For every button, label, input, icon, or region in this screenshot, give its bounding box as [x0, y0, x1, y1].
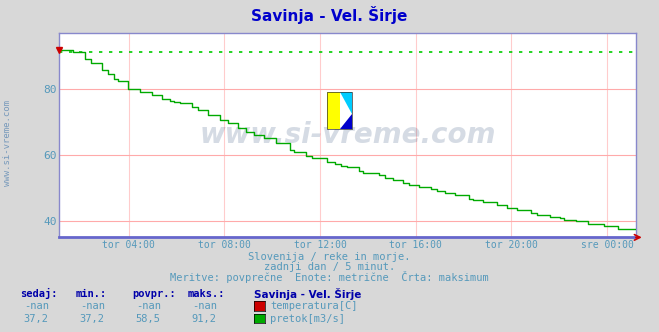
- Text: Meritve: povprečne  Enote: metrične  Črta: maksimum: Meritve: povprečne Enote: metrične Črta:…: [170, 271, 489, 283]
- Text: 37,2: 37,2: [24, 314, 49, 324]
- Text: temperatura[C]: temperatura[C]: [270, 301, 358, 311]
- Text: -nan: -nan: [24, 301, 49, 311]
- Text: pretok[m3/s]: pretok[m3/s]: [270, 314, 345, 324]
- Bar: [328, 92, 352, 129]
- Text: Slovenija / reke in morje.: Slovenija / reke in morje.: [248, 252, 411, 262]
- Text: zadnji dan / 5 minut.: zadnji dan / 5 minut.: [264, 262, 395, 272]
- Text: -nan: -nan: [192, 301, 217, 311]
- Text: Savinja - Vel. Širje: Savinja - Vel. Širje: [254, 288, 361, 300]
- Text: min.:: min.:: [76, 289, 107, 299]
- Text: www.si-vreme.com: www.si-vreme.com: [200, 121, 496, 149]
- Text: 37,2: 37,2: [80, 314, 105, 324]
- Text: -nan: -nan: [136, 301, 161, 311]
- Text: maks.:: maks.:: [188, 289, 225, 299]
- Bar: [328, 92, 339, 129]
- Text: 91,2: 91,2: [192, 314, 217, 324]
- Text: Savinja - Vel. Širje: Savinja - Vel. Širje: [251, 6, 408, 24]
- Text: sedaj:: sedaj:: [20, 288, 57, 299]
- Text: povpr.:: povpr.:: [132, 289, 175, 299]
- Text: 58,5: 58,5: [136, 314, 161, 324]
- Polygon shape: [339, 115, 352, 129]
- Text: www.si-vreme.com: www.si-vreme.com: [3, 100, 13, 186]
- Polygon shape: [339, 92, 352, 115]
- Text: -nan: -nan: [80, 301, 105, 311]
